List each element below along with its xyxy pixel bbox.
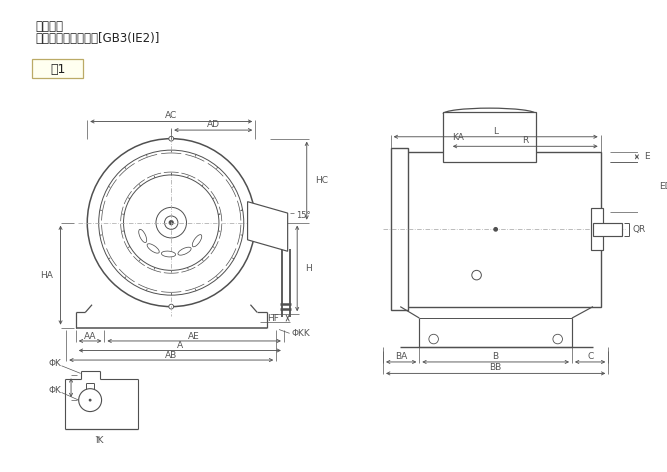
- Circle shape: [89, 399, 91, 402]
- Text: AD: AD: [207, 120, 219, 129]
- Ellipse shape: [139, 229, 147, 243]
- Text: AA: AA: [84, 332, 96, 341]
- Polygon shape: [211, 180, 236, 204]
- Text: KA: KA: [452, 133, 464, 142]
- Ellipse shape: [192, 235, 201, 247]
- Text: ΦK: ΦK: [49, 386, 61, 395]
- Bar: [391, 148, 408, 311]
- Polygon shape: [119, 256, 145, 282]
- Polygon shape: [247, 202, 287, 251]
- Circle shape: [169, 136, 173, 141]
- Text: R: R: [522, 136, 528, 145]
- Polygon shape: [101, 224, 123, 244]
- Text: IK: IK: [95, 436, 104, 445]
- Text: ΦK: ΦK: [49, 359, 61, 368]
- Text: 外形寸法: 外形寸法: [36, 20, 64, 34]
- Polygon shape: [119, 164, 145, 189]
- Circle shape: [169, 304, 173, 309]
- Text: 15°: 15°: [295, 211, 310, 219]
- Text: ΦKK: ΦKK: [291, 329, 310, 338]
- Text: BA: BA: [395, 352, 408, 361]
- Text: HF: HF: [267, 313, 279, 322]
- Polygon shape: [181, 267, 204, 291]
- Text: BB: BB: [490, 363, 502, 372]
- Bar: [443, 112, 536, 161]
- Text: AC: AC: [165, 111, 177, 120]
- Ellipse shape: [178, 247, 191, 255]
- Polygon shape: [219, 224, 241, 244]
- Text: ED: ED: [659, 182, 667, 191]
- Polygon shape: [198, 164, 223, 189]
- FancyBboxPatch shape: [32, 59, 83, 77]
- Polygon shape: [101, 201, 123, 221]
- Text: 全閉外扇型モーター[GB3(IE2)]: 全閉外扇型モーター[GB3(IE2)]: [36, 32, 160, 45]
- Polygon shape: [161, 153, 181, 173]
- Text: H: H: [305, 264, 311, 273]
- Text: QR: QR: [632, 225, 646, 234]
- Ellipse shape: [161, 251, 175, 257]
- Text: B: B: [493, 352, 499, 361]
- Polygon shape: [139, 154, 161, 178]
- Polygon shape: [107, 180, 131, 204]
- Polygon shape: [219, 201, 241, 221]
- Circle shape: [169, 221, 173, 225]
- Polygon shape: [161, 273, 181, 292]
- Bar: [593, 223, 622, 236]
- Polygon shape: [181, 154, 204, 178]
- Ellipse shape: [147, 244, 159, 253]
- Bar: [400, 152, 600, 307]
- Polygon shape: [211, 242, 236, 266]
- Circle shape: [79, 388, 101, 412]
- Text: 図1: 図1: [50, 62, 65, 76]
- Circle shape: [494, 227, 498, 232]
- Text: HC: HC: [315, 176, 328, 185]
- Bar: [591, 208, 602, 250]
- Polygon shape: [107, 242, 131, 266]
- Text: HA: HA: [40, 270, 53, 279]
- Text: AB: AB: [165, 351, 177, 360]
- Text: L: L: [493, 126, 498, 135]
- Polygon shape: [198, 256, 223, 282]
- Text: C: C: [587, 352, 593, 361]
- Text: AE: AE: [188, 332, 200, 341]
- Text: E: E: [644, 152, 650, 161]
- Text: A: A: [177, 341, 183, 350]
- Polygon shape: [139, 267, 161, 291]
